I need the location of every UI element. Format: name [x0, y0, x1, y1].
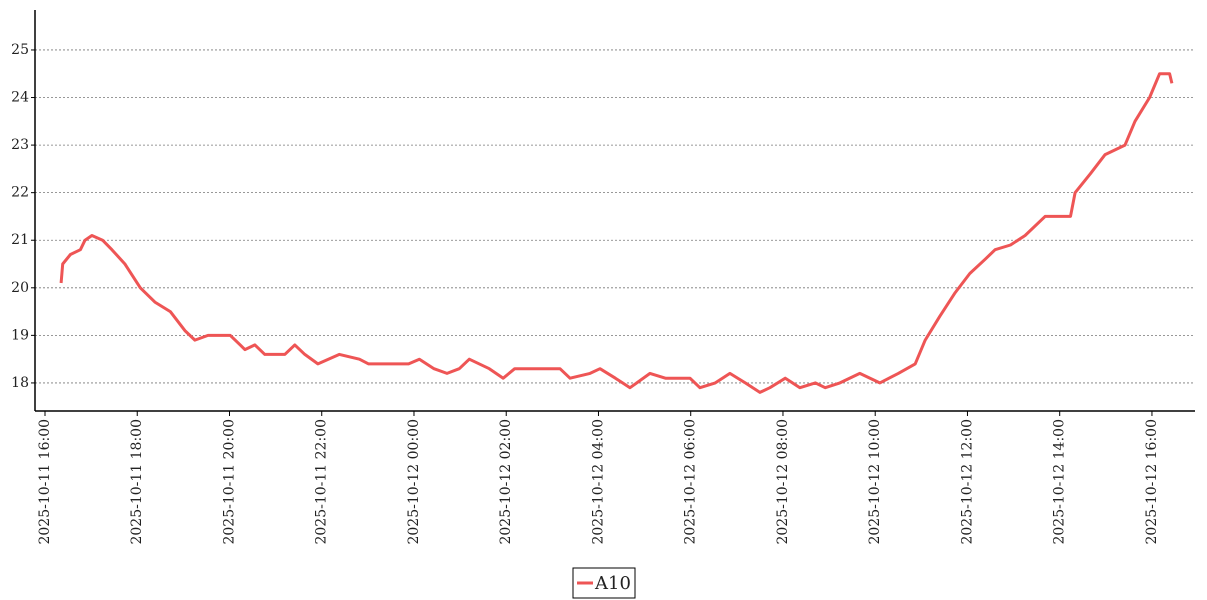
x-tick-label: 2025-10-11 18:00	[129, 419, 145, 545]
x-tick-label: 2025-10-12 12:00	[959, 419, 975, 545]
y-tick-label: 20	[11, 280, 29, 296]
x-tick-label: 2025-10-12 04:00	[590, 419, 606, 545]
y-tick-label: 18	[11, 375, 29, 391]
x-tick-label: 2025-10-12 06:00	[683, 419, 699, 545]
x-tick-label: 2025-10-11 16:00	[37, 419, 53, 545]
data-line	[59, 72, 1174, 394]
y-tick-label: 22	[11, 185, 29, 201]
y-tick-label: 25	[11, 42, 29, 58]
x-tick-label: 2025-10-12 00:00	[406, 419, 422, 545]
y-tick-label: 21	[11, 232, 29, 248]
legend: A10	[572, 567, 636, 599]
x-tick-label: 2025-10-12 10:00	[867, 419, 883, 545]
x-tick-label: 2025-10-11 20:00	[221, 419, 237, 545]
y-tick-label: 19	[11, 327, 29, 343]
x-tick-label: 2025-10-12 14:00	[1052, 419, 1068, 545]
x-tick-label: 2025-10-12 16:00	[1144, 419, 1160, 545]
legend-label: A10	[594, 573, 631, 594]
x-tick-label: 2025-10-12 08:00	[775, 419, 791, 545]
x-tick-label: 2025-10-12 02:00	[498, 419, 514, 545]
x-tick-label: 2025-10-11 22:00	[314, 419, 330, 545]
y-tick-label: 24	[11, 90, 29, 106]
y-tick-label: 23	[11, 137, 29, 153]
